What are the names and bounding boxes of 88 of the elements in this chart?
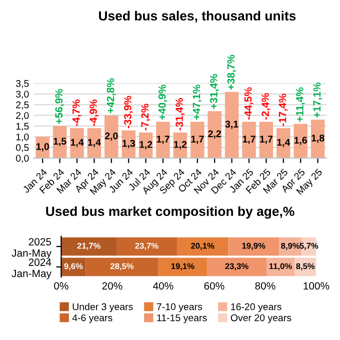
- bar: [224, 92, 239, 158]
- bar: [228, 237, 279, 256]
- bar: [104, 115, 118, 158]
- annotation: +40,9%: [158, 84, 168, 120]
- x-tick-label: 100%: [304, 282, 330, 290]
- data-label: 23,3%: [225, 263, 248, 270]
- bar: [86, 258, 158, 276]
- data-label: 1,3: [122, 140, 136, 148]
- data-label: 1,4: [88, 138, 101, 148]
- legend-label: Under 3 years: [72, 303, 133, 312]
- data-label: 23,7%: [135, 242, 158, 250]
- annotation: -33,9%: [124, 96, 133, 128]
- bar: [276, 128, 290, 158]
- y-tick-label: 2025 Jan-May: [12, 238, 52, 259]
- annotation: -17,4%: [278, 94, 288, 126]
- data-label: 1,7: [260, 136, 273, 144]
- data-label: 1,7: [156, 136, 170, 144]
- data-label: 1,7: [191, 136, 204, 144]
- bar: [158, 258, 208, 276]
- data-label: 11,0%: [269, 263, 292, 270]
- y-tick-label: 0,5: [16, 144, 29, 152]
- data-label: 20,1%: [191, 242, 214, 250]
- y-tick-label: 0,0: [16, 154, 29, 163]
- data-label: 1,4: [277, 138, 290, 148]
- annotation: +56,9%: [55, 88, 64, 124]
- data-label: 2,0: [104, 132, 118, 141]
- data-label: 1,4: [70, 138, 84, 148]
- bar: [70, 128, 84, 158]
- data-label: 19,9%: [242, 242, 266, 250]
- bar: [294, 124, 308, 158]
- y-tick-label: 1,0: [16, 133, 29, 142]
- bar: [208, 111, 222, 158]
- bar: [242, 122, 256, 158]
- y-tick-label: 2,5: [16, 101, 29, 110]
- x-tick-label: 20%: [102, 282, 122, 290]
- legend-label: 7-10 years: [156, 303, 202, 312]
- data-label: 1,2: [140, 141, 152, 150]
- annotation: +31,4%: [210, 74, 219, 109]
- data-label: 5,7%: [300, 242, 318, 250]
- y-tick-label: 3,0: [16, 90, 29, 99]
- x-tick-label: 0%: [54, 282, 68, 290]
- bar: [259, 122, 274, 158]
- annotation: +17,1%: [313, 82, 322, 118]
- bar: [116, 237, 177, 256]
- y-tick-label: 1,5: [16, 122, 29, 131]
- data-label: 8,5%: [296, 263, 315, 270]
- y-tick-label: 2,0: [16, 112, 29, 120]
- bar: [207, 258, 266, 276]
- data-label: 19,1%: [171, 263, 194, 270]
- y-tick-label: 3,5: [16, 80, 29, 88]
- legend-label: 16-20 years: [231, 303, 282, 312]
- data-label: 9,6%: [64, 263, 83, 270]
- legend-label: 4-6 years: [72, 314, 112, 324]
- annotation: +38,7%: [227, 54, 236, 90]
- data-label: 1,8: [312, 134, 324, 143]
- y-tick-label: 2024 Jan-May: [12, 258, 52, 280]
- data-label: 28,5%: [110, 263, 134, 270]
- legend-label: Over 20 years: [230, 314, 292, 324]
- x-tick-label: 80%: [255, 282, 276, 290]
- bar: [190, 122, 204, 158]
- annotation: +42,8%: [106, 78, 116, 114]
- data-label: 1,2: [174, 141, 187, 150]
- annotation: -31,4%: [176, 98, 185, 130]
- annotation: -2,4%: [262, 93, 271, 120]
- bar: [176, 237, 228, 256]
- annotation: -4,9%: [90, 100, 99, 126]
- data-label: 3,1: [225, 120, 238, 129]
- annotation: +11,4%: [296, 87, 305, 122]
- data-label: 1,5: [54, 138, 66, 146]
- bar: [61, 237, 117, 256]
- annotation: -44,5%: [244, 87, 254, 120]
- chart-title: Used bus market composition by age,%: [46, 206, 294, 219]
- annotation: +47,1%: [192, 84, 202, 120]
- data-label: 8,9%: [281, 242, 300, 250]
- bar: [266, 258, 295, 276]
- annotation: -4,7%: [72, 100, 82, 126]
- data-label: 1,6: [294, 136, 308, 146]
- data-label: 1,7: [242, 136, 256, 144]
- data-label: 21,7%: [77, 242, 100, 250]
- bar: [156, 122, 170, 158]
- x-tick-label: 60%: [204, 282, 224, 290]
- bar: [310, 120, 325, 158]
- chart-title: Used bus sales, thousand units: [99, 10, 296, 22]
- legend-label: 11-15 years: [157, 314, 207, 324]
- annotation: -7,2%: [141, 104, 150, 130]
- x-tick-label: 40%: [153, 282, 174, 290]
- data-label: 2,2: [208, 130, 221, 139]
- bar: [122, 130, 136, 158]
